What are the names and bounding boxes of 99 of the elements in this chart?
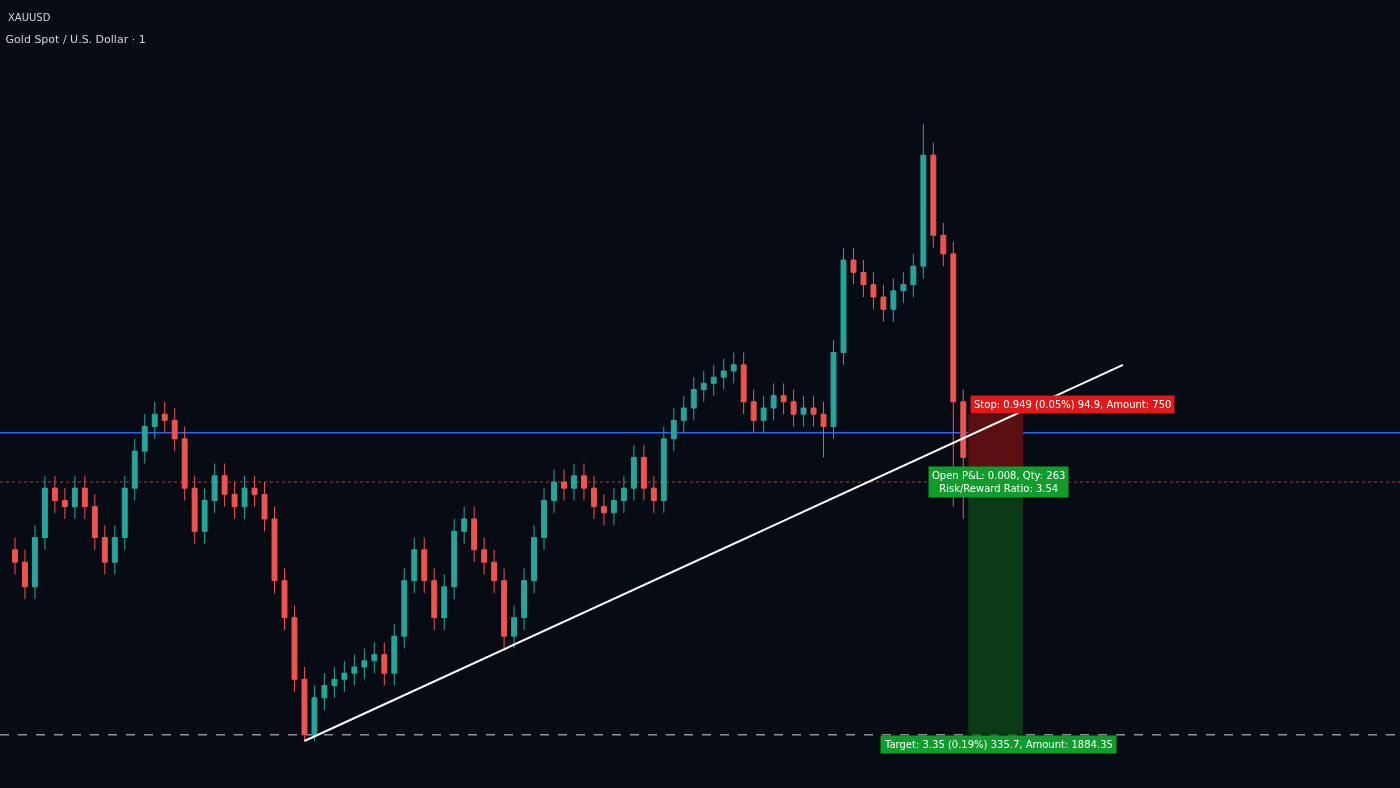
candlestick — [51, 475, 58, 514]
candlestick — [201, 487, 208, 545]
candlestick — [870, 271, 877, 310]
candlestick — [451, 518, 458, 600]
candlestick — [780, 382, 787, 415]
candlestick — [381, 641, 388, 686]
candlestick — [590, 475, 597, 520]
candlestick — [790, 389, 797, 427]
candlestick — [161, 401, 168, 434]
candlestick — [820, 401, 827, 458]
candlestick — [581, 463, 587, 501]
candlestick — [391, 623, 398, 686]
candlestick — [441, 574, 448, 631]
candlestick — [551, 469, 557, 514]
candlestick — [211, 463, 218, 514]
candlestick — [680, 395, 687, 434]
candlestick — [760, 395, 767, 434]
candlestick — [401, 567, 408, 649]
candlestick — [690, 376, 697, 421]
candlestick — [501, 567, 508, 649]
candlestick — [421, 537, 428, 594]
candlestick — [750, 389, 757, 434]
candlestick — [111, 524, 118, 575]
candlestick — [600, 493, 607, 526]
candlestick — [291, 604, 298, 693]
annotation: Target: 3.35 (0.19%) 335.7, Amount: 1884.35 — [884, 739, 1113, 750]
candlestick — [521, 567, 528, 631]
candlestick — [770, 382, 777, 421]
candlestick — [121, 475, 128, 551]
candlestick — [281, 567, 288, 631]
candlestick — [930, 142, 937, 249]
candlestick — [22, 549, 28, 600]
candlestick — [710, 364, 717, 397]
candlestick — [890, 278, 897, 323]
candlestick — [720, 358, 727, 390]
candlestick — [151, 401, 158, 440]
candlestick — [221, 463, 228, 508]
candlestick — [341, 660, 348, 693]
candlestick — [321, 672, 328, 711]
candlestick — [31, 524, 38, 600]
candlestick — [730, 352, 737, 384]
candlestick — [12, 537, 18, 575]
candlestick — [181, 426, 188, 501]
candlestick — [670, 407, 677, 452]
candlestick — [511, 604, 518, 649]
candlestick — [910, 253, 917, 298]
candlestick — [141, 413, 148, 464]
candlestick — [461, 506, 468, 545]
candlestick — [191, 475, 198, 545]
candlestick — [920, 123, 927, 279]
candlestick — [231, 481, 238, 520]
candlestick — [91, 493, 98, 551]
candlestick — [660, 426, 667, 514]
candlestick — [850, 247, 857, 286]
chart-title: Gold Spot / U.S. Dollar · 1 — [5, 33, 146, 47]
candlestick — [471, 506, 478, 563]
candlestick — [610, 487, 617, 526]
candlestick — [371, 641, 378, 674]
candlestick — [171, 407, 178, 452]
candlestick — [101, 524, 108, 575]
candlestick — [940, 222, 947, 267]
candlestick — [900, 271, 907, 304]
candlestick — [271, 506, 278, 594]
candlestick — [620, 475, 627, 514]
candlestick — [740, 352, 747, 415]
candlestick — [261, 481, 268, 532]
candlestick — [81, 475, 88, 520]
candlestick — [531, 524, 537, 594]
candlestick — [311, 685, 318, 742]
candlestick — [640, 444, 647, 501]
candlestick — [61, 487, 68, 520]
candlestick — [810, 395, 817, 427]
candlestick — [361, 648, 368, 680]
candlestick — [41, 475, 48, 551]
candlestick — [411, 537, 418, 594]
candlestick — [840, 247, 847, 366]
candlestick — [830, 339, 837, 440]
annotation: Open P&L: 0.008, Qty: 263 Risk/Reward Ratio: 3.54 — [932, 470, 1066, 494]
candlestick — [251, 475, 258, 508]
candlestick — [71, 475, 78, 520]
candlestick — [301, 666, 308, 742]
candlestick — [700, 370, 707, 403]
annotation: Stop: 0.949 (0.05%) 94.9, Amount: 750 — [974, 399, 1172, 410]
candlestick — [561, 469, 567, 501]
candlestick — [351, 654, 358, 686]
candlestick — [491, 549, 498, 594]
candlestick — [571, 463, 577, 501]
candlestick — [131, 438, 138, 501]
candlestick — [860, 259, 867, 298]
candlestick — [800, 395, 807, 427]
candlestick — [241, 475, 248, 520]
candlestick — [431, 567, 438, 631]
candlestick — [481, 537, 488, 575]
candlestick — [650, 475, 657, 514]
candlestick — [331, 666, 338, 699]
candlestick — [630, 444, 637, 501]
chart-subtitle: XAUUSD — [8, 12, 51, 23]
candlestick — [541, 487, 547, 551]
candlestick — [880, 284, 887, 323]
